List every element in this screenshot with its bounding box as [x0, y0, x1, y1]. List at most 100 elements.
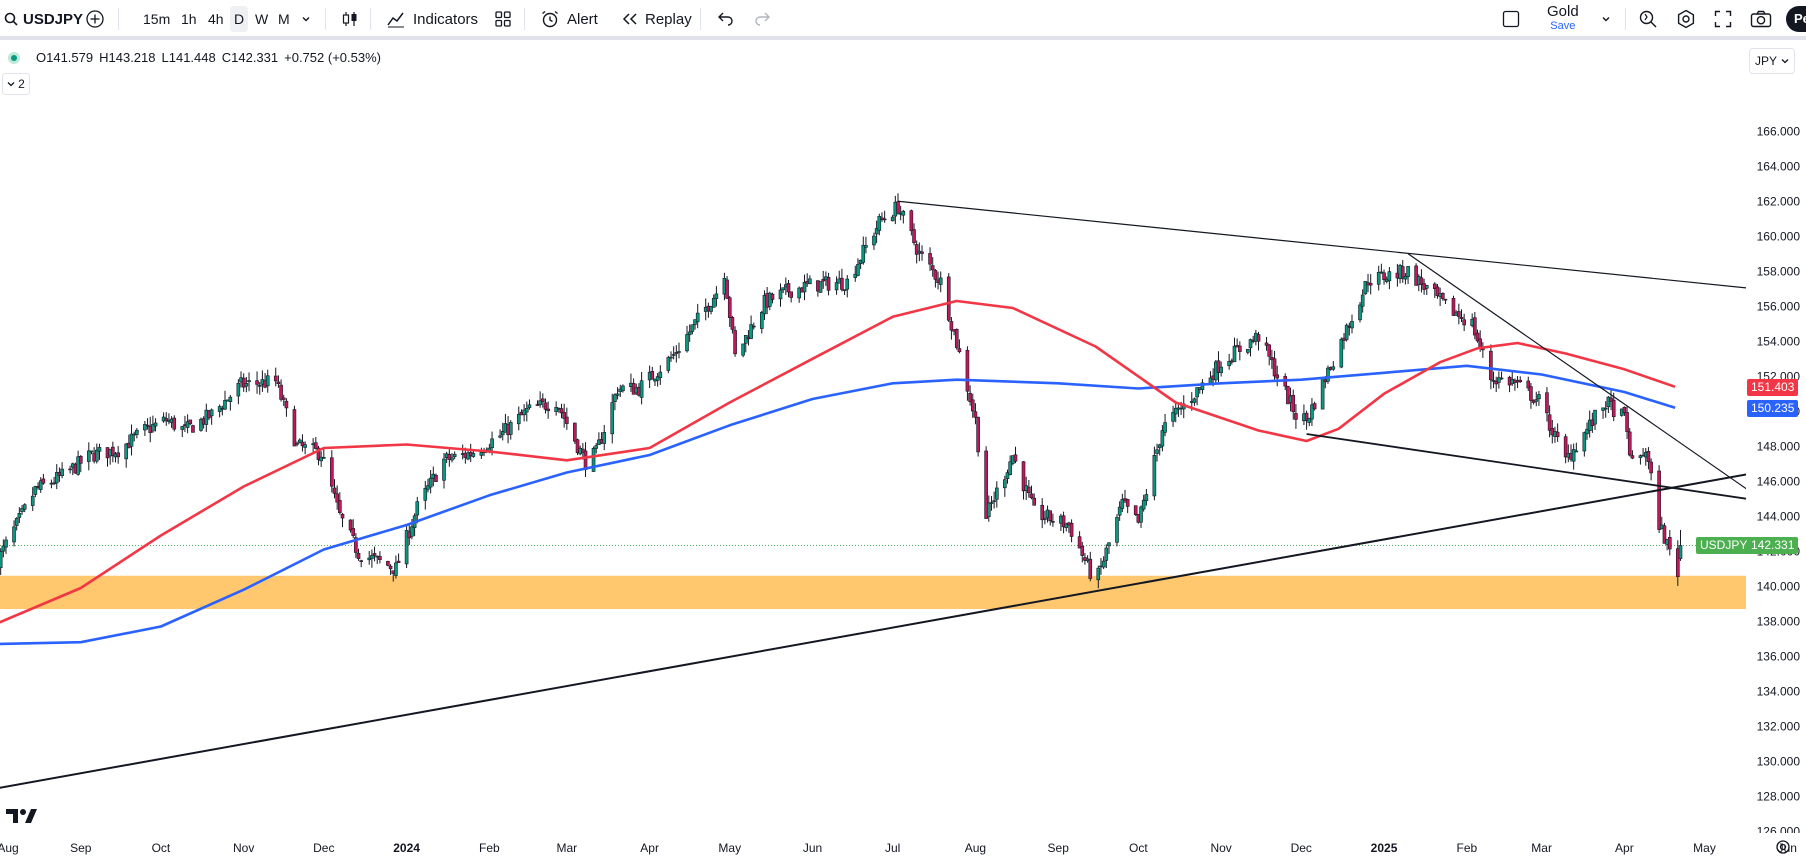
- candle[interactable]: [1582, 431, 1587, 457]
- redo-button[interactable]: [754, 0, 772, 38]
- candle[interactable]: [538, 391, 542, 408]
- candle[interactable]: [770, 292, 775, 304]
- candle[interactable]: [1489, 344, 1493, 390]
- candle[interactable]: [1585, 422, 1589, 440]
- candle[interactable]: [1029, 485, 1034, 500]
- trendline[interactable]: [1407, 253, 1746, 531]
- candle[interactable]: [1013, 446, 1018, 464]
- candle[interactable]: [303, 441, 307, 455]
- candle[interactable]: [1008, 455, 1012, 476]
- layout-name-button[interactable]: Gold Save: [1547, 0, 1579, 38]
- candle[interactable]: [1101, 556, 1106, 570]
- candle[interactable]: [367, 550, 372, 565]
- candle[interactable]: [1069, 519, 1074, 543]
- candle[interactable]: [1048, 510, 1053, 526]
- candle[interactable]: [677, 342, 681, 359]
- candle[interactable]: [500, 422, 505, 441]
- trendline[interactable]: [897, 200, 1746, 294]
- candle[interactable]: [1216, 351, 1221, 383]
- candle[interactable]: [124, 442, 128, 468]
- candle[interactable]: [20, 504, 24, 515]
- candle[interactable]: [1133, 505, 1138, 516]
- candle[interactable]: [1363, 281, 1368, 295]
- candle[interactable]: [535, 400, 540, 406]
- currency-selector[interactable]: JPY: [1749, 48, 1795, 74]
- candle[interactable]: [1040, 498, 1045, 529]
- candle[interactable]: [1627, 428, 1632, 457]
- candle[interactable]: [386, 560, 390, 567]
- candle[interactable]: [1678, 529, 1683, 561]
- candle[interactable]: [111, 441, 115, 463]
- candle[interactable]: [1120, 493, 1125, 513]
- candle[interactable]: [97, 443, 102, 460]
- candle[interactable]: [191, 424, 195, 433]
- candle[interactable]: [297, 438, 302, 444]
- templates-button[interactable]: [494, 0, 512, 38]
- candle[interactable]: [1414, 263, 1418, 286]
- candle[interactable]: [1096, 565, 1101, 589]
- candle[interactable]: [1272, 350, 1277, 381]
- candle[interactable]: [669, 351, 673, 362]
- candle[interactable]: [468, 443, 473, 463]
- candle[interactable]: [1051, 513, 1055, 527]
- candle[interactable]: [909, 209, 914, 236]
- candle[interactable]: [818, 281, 823, 293]
- candle[interactable]: [33, 485, 38, 498]
- candle[interactable]: [22, 503, 27, 513]
- trendline[interactable]: [1306, 433, 1746, 508]
- candle[interactable]: [89, 450, 94, 455]
- candle[interactable]: [743, 335, 748, 353]
- candle[interactable]: [759, 310, 764, 334]
- candle[interactable]: [685, 325, 689, 353]
- candle[interactable]: [1534, 391, 1539, 407]
- candle[interactable]: [1227, 353, 1231, 370]
- candle[interactable]: [1435, 284, 1440, 299]
- candle[interactable]: [1662, 522, 1667, 544]
- candle[interactable]: [153, 418, 158, 432]
- candle[interactable]: [78, 454, 83, 473]
- candle[interactable]: [546, 401, 550, 419]
- candle[interactable]: [372, 546, 377, 562]
- candle[interactable]: [797, 286, 801, 303]
- layout-dropdown[interactable]: [1601, 0, 1611, 38]
- candle[interactable]: [247, 372, 251, 392]
- candle[interactable]: [861, 236, 866, 265]
- candle[interactable]: [946, 273, 951, 322]
- candle[interactable]: [992, 491, 996, 509]
- candle[interactable]: [949, 317, 954, 340]
- candle[interactable]: [984, 446, 988, 519]
- candle[interactable]: [1406, 266, 1410, 284]
- candle[interactable]: [621, 384, 625, 393]
- candle[interactable]: [292, 405, 297, 447]
- candle[interactable]: [1358, 302, 1362, 323]
- candle[interactable]: [1312, 401, 1317, 411]
- candle[interactable]: [228, 394, 233, 411]
- candle[interactable]: [583, 442, 588, 478]
- candle[interactable]: [802, 274, 807, 301]
- candle[interactable]: [236, 379, 241, 405]
- candle[interactable]: [180, 425, 185, 437]
- candle[interactable]: [957, 339, 962, 354]
- candle[interactable]: [508, 420, 513, 440]
- candle[interactable]: [447, 449, 452, 467]
- candle[interactable]: [300, 434, 305, 452]
- candle[interactable]: [1027, 480, 1031, 498]
- candle[interactable]: [730, 315, 735, 334]
- candle[interactable]: [1376, 265, 1381, 291]
- candle[interactable]: [655, 373, 660, 387]
- candle[interactable]: [954, 328, 959, 350]
- candle[interactable]: [1537, 390, 1541, 406]
- candle[interactable]: [316, 445, 321, 466]
- candle[interactable]: [786, 279, 791, 298]
- candle[interactable]: [217, 404, 222, 418]
- candle[interactable]: [423, 480, 428, 510]
- candle[interactable]: [1625, 406, 1629, 440]
- chart-type-button[interactable]: [341, 0, 359, 38]
- candle[interactable]: [404, 524, 409, 569]
- candle[interactable]: [273, 367, 278, 387]
- interval-4h[interactable]: 4h: [208, 11, 224, 27]
- candle[interactable]: [95, 443, 99, 464]
- candle[interactable]: [965, 346, 970, 401]
- candle[interactable]: [1368, 274, 1373, 295]
- candle[interactable]: [1603, 401, 1608, 418]
